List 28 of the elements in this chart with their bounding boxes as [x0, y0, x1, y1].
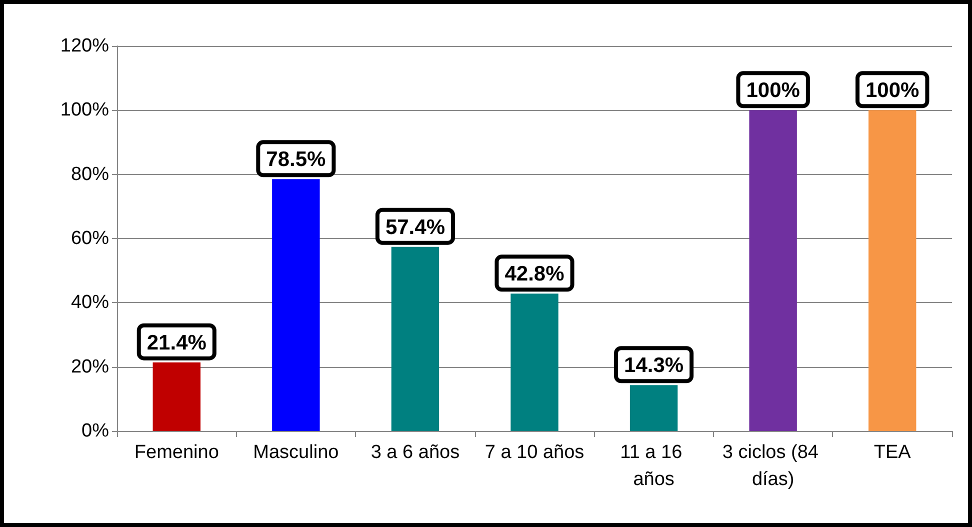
data-label: 57.4%	[385, 216, 446, 239]
bar	[749, 110, 797, 431]
y-tick-label: 100%	[60, 100, 110, 121]
x-tick-label: 7 a 10 años	[484, 442, 584, 463]
data-label: 21.4%	[146, 331, 207, 354]
x-tick-label: Masculino	[253, 442, 339, 463]
bar	[272, 179, 320, 431]
x-tick-label: Femenino	[134, 442, 219, 463]
data-label: 100%	[866, 79, 920, 102]
bar	[152, 362, 200, 431]
data-label: 14.3%	[624, 354, 684, 378]
bar	[391, 246, 440, 431]
y-tick-label: 120%	[60, 36, 110, 56]
bar	[630, 385, 678, 431]
x-tick-label: TEA	[874, 442, 912, 463]
bar	[510, 294, 558, 431]
y-tick-label: 40%	[70, 292, 110, 314]
x-tick-label: 11 a 16 años	[620, 442, 688, 490]
data-label: 78.5%	[266, 148, 326, 172]
data-label: 42.8%	[504, 262, 565, 286]
y-tick-label: 60%	[70, 228, 110, 249]
y-tick-label: 80%	[70, 164, 110, 185]
y-tick-label: 20%	[70, 356, 110, 378]
x-tick-label: 3 a 6 años	[370, 442, 460, 463]
bar	[868, 110, 916, 431]
data-label: 100%	[746, 79, 800, 102]
x-tick-label: 3 ciclos (84 días)	[722, 442, 824, 490]
y-tick-label: 0%	[82, 420, 110, 442]
